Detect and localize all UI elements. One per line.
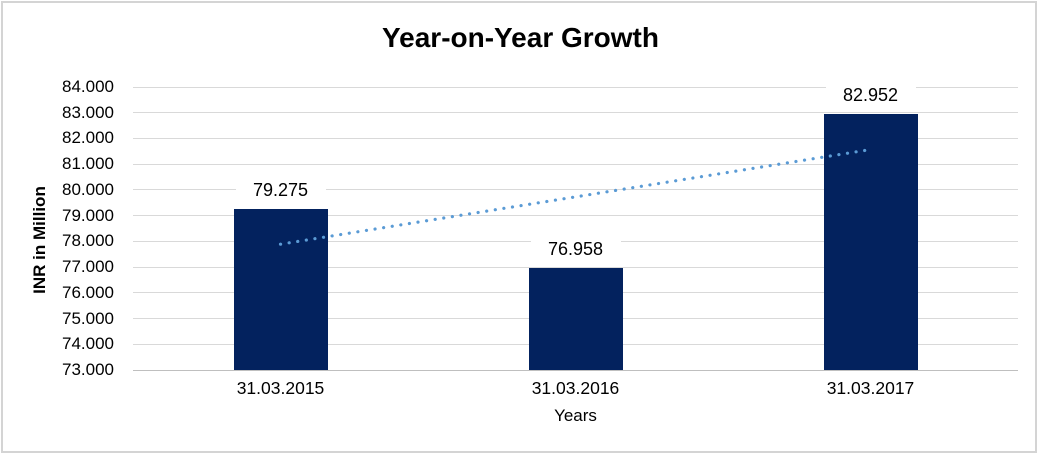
gridline <box>133 266 1018 268</box>
x-axis-title: Years <box>554 406 597 425</box>
x-tick-label: 31.03.2017 <box>826 378 915 398</box>
gridline <box>133 112 1018 114</box>
y-tick-label: 76.000 <box>62 282 114 302</box>
y-tick-label: 79.000 <box>62 205 114 225</box>
bar <box>528 268 623 370</box>
y-tick-label: 84.000 <box>62 77 114 96</box>
y-tick-label: 77.000 <box>62 257 114 277</box>
bar-value-label: 76.958 <box>530 239 621 261</box>
y-tick-label: 81.000 <box>62 154 114 174</box>
y-tick-label: 80.000 <box>62 179 114 199</box>
plot-area: 79.275 76.958 82.952 <box>133 84 1018 371</box>
y-tick-label: 73.000 <box>62 360 114 379</box>
x-axis-line <box>133 369 1018 371</box>
y-axis-tick-labels: 73.000 74.000 75.000 76.000 77.000 78.000 79.0… <box>0 77 114 379</box>
bar-value-label: 79.275 <box>235 179 326 201</box>
gridline <box>133 137 1018 139</box>
gridline <box>133 86 1018 88</box>
x-tick-label: 31.03.2016 <box>531 378 620 398</box>
x-axis-tick-labels: 31.03.2015 31.03.2016 31.03.2017 <box>133 378 1018 400</box>
y-tick-label: 74.000 <box>62 334 114 354</box>
y-tick-label: 83.000 <box>62 102 114 122</box>
y-tick-label: 78.000 <box>62 231 114 251</box>
y-tick-label: 75.000 <box>62 308 114 328</box>
y-tick-label: 82.000 <box>62 128 114 148</box>
bar-value-label: 82.952 <box>825 84 916 106</box>
bar <box>823 113 918 370</box>
x-tick-label: 31.03.2015 <box>236 378 325 398</box>
chart-title: Year-on-Year Growth <box>382 22 659 53</box>
bar <box>233 208 328 370</box>
